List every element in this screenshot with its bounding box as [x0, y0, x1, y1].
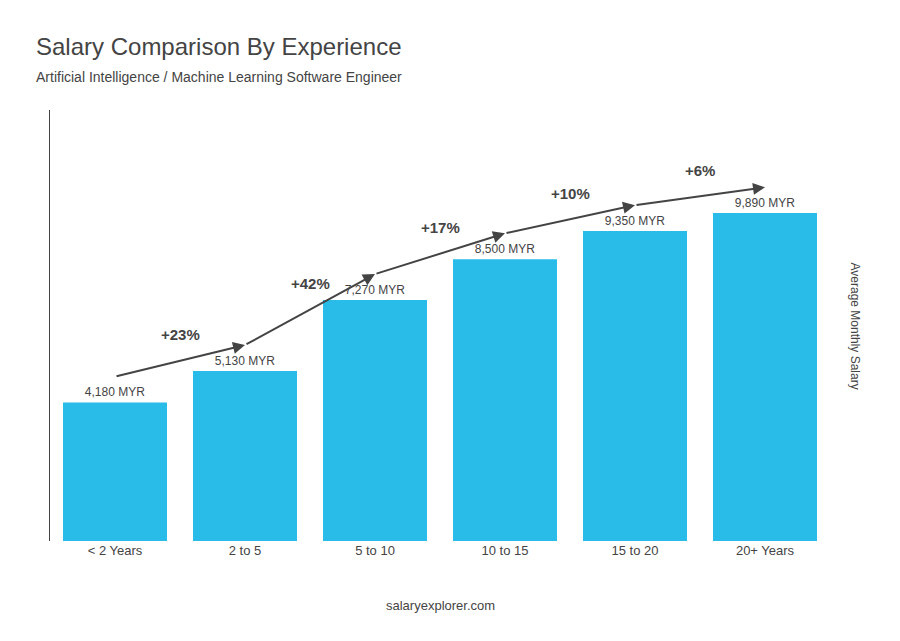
svg-text:2 to 5: 2 to 5 — [229, 543, 262, 558]
svg-text:salaryexplorer.com: salaryexplorer.com — [386, 598, 495, 613]
svg-text:+10%: +10% — [551, 185, 590, 202]
svg-text:10 to 15: 10 to 15 — [482, 543, 529, 558]
svg-text:20+ Years: 20+ Years — [736, 543, 795, 558]
svg-text:15 to 20: 15 to 20 — [612, 543, 659, 558]
svg-text:+42%: +42% — [291, 275, 330, 292]
svg-text:+6%: +6% — [685, 162, 715, 179]
svg-text:5,130 MYR: 5,130 MYR — [215, 354, 275, 368]
svg-text:< 2 Years: < 2 Years — [88, 543, 143, 558]
svg-text:Salary Comparison By Experienc: Salary Comparison By Experience — [36, 33, 402, 60]
svg-text:5 to 10: 5 to 10 — [355, 543, 395, 558]
svg-text:4,180 MYR: 4,180 MYR — [85, 385, 145, 399]
svg-text:+17%: +17% — [421, 219, 460, 236]
svg-text:Average Monthly Salary: Average Monthly Salary — [848, 263, 862, 390]
svg-text:8,500 MYR: 8,500 MYR — [475, 242, 535, 256]
svg-text:9,890 MYR: 9,890 MYR — [735, 196, 795, 210]
svg-text:9,350 MYR: 9,350 MYR — [605, 214, 665, 228]
svg-text:+23%: +23% — [161, 326, 200, 343]
svg-text:Artificial Intelligence / Mach: Artificial Intelligence / Machine Learni… — [36, 69, 402, 85]
svg-text:7,270 MYR: 7,270 MYR — [345, 283, 405, 297]
